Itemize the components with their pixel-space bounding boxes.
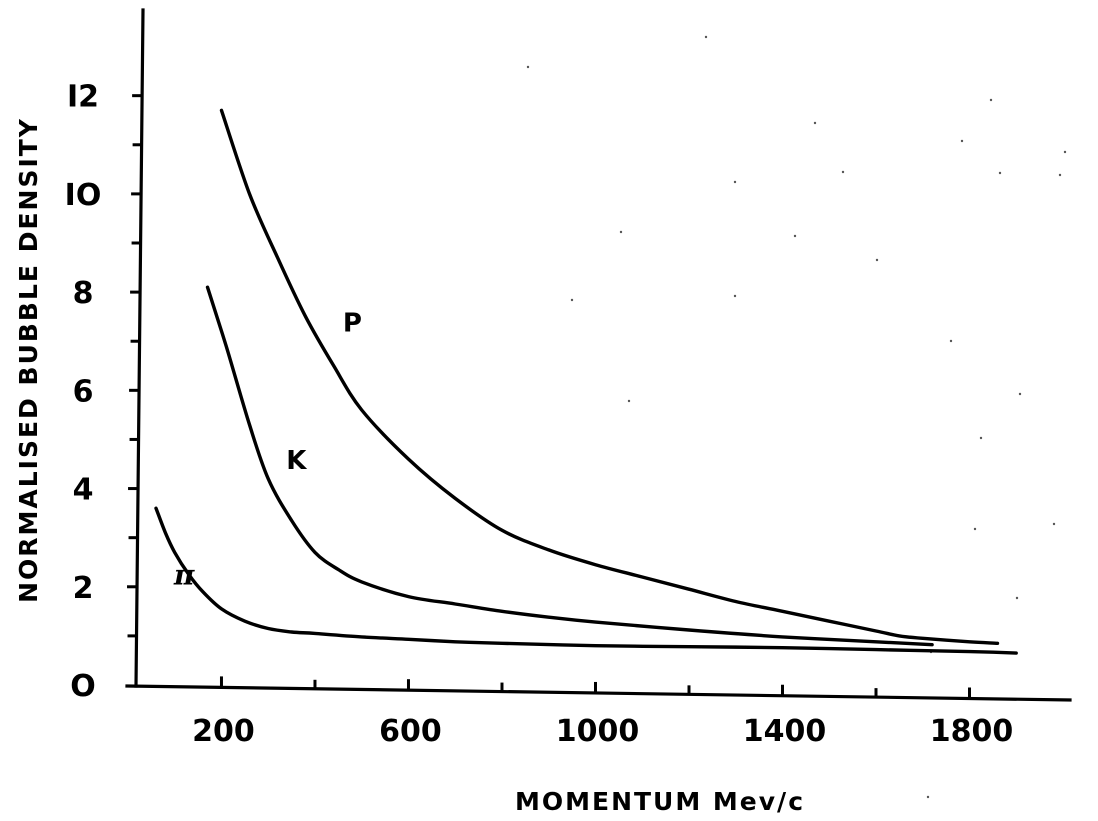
ticks: 200 600 1000 1400 1800 O 2 4 6 8 IO I2 xyxy=(65,80,1014,749)
scan-speck xyxy=(733,180,737,184)
x-tick-label: 1400 xyxy=(743,714,827,749)
scan-speck xyxy=(1018,392,1022,396)
series-curve-k xyxy=(205,285,934,647)
series-label-pi: π xyxy=(173,558,195,591)
series-labels: P Kπ xyxy=(173,308,362,591)
scan-speck xyxy=(926,795,930,799)
scan-speck xyxy=(998,171,1002,175)
x-tick-label: 1800 xyxy=(930,714,1014,749)
x-tick-label: 600 xyxy=(379,714,442,749)
y-tick-label: O xyxy=(70,669,96,704)
scan-speck xyxy=(793,234,797,238)
scan-speck xyxy=(570,298,574,302)
scan-speck xyxy=(949,339,953,343)
scan-speck xyxy=(960,139,964,143)
scan-speck xyxy=(526,65,530,69)
scan-speck xyxy=(875,258,879,262)
y-axis-title: NORMALISED BUBBLE DENSITY xyxy=(14,117,43,603)
y-tick-label: IO xyxy=(65,178,102,213)
series-label-p: P xyxy=(343,308,362,338)
y-tick-label: 2 xyxy=(73,571,94,606)
y-axis-line xyxy=(134,8,145,688)
scan-speck xyxy=(733,294,737,298)
scan-speck xyxy=(627,399,631,403)
x-axis-title: MOMENTUM Mev/c xyxy=(515,787,805,816)
axes xyxy=(125,8,1072,702)
series-curves xyxy=(154,108,1018,655)
series-label-k: K xyxy=(286,446,307,476)
scan-speck xyxy=(1015,596,1019,600)
scan-speck xyxy=(989,98,993,102)
scan-speck xyxy=(973,527,977,531)
y-tick-label: I2 xyxy=(67,80,99,115)
y-tick-label: 4 xyxy=(73,473,94,508)
series-curve-p xyxy=(219,108,1000,645)
x-tick-label: 1000 xyxy=(556,714,640,749)
x-axis-line xyxy=(125,684,1072,702)
scan-speck xyxy=(1052,522,1056,526)
series-curve-pi xyxy=(154,506,1018,655)
scan-specks xyxy=(526,35,1067,799)
scan-speck xyxy=(1058,173,1062,177)
y-tick-label: 6 xyxy=(73,374,94,409)
scan-speck xyxy=(619,230,623,234)
scan-speck xyxy=(813,121,817,125)
x-tick-label: 200 xyxy=(192,714,255,749)
scan-speck xyxy=(841,170,845,174)
scan-speck xyxy=(1063,150,1067,154)
y-tick-label: 8 xyxy=(73,276,94,311)
scan-speck xyxy=(704,35,708,39)
scan-speck xyxy=(979,436,983,440)
